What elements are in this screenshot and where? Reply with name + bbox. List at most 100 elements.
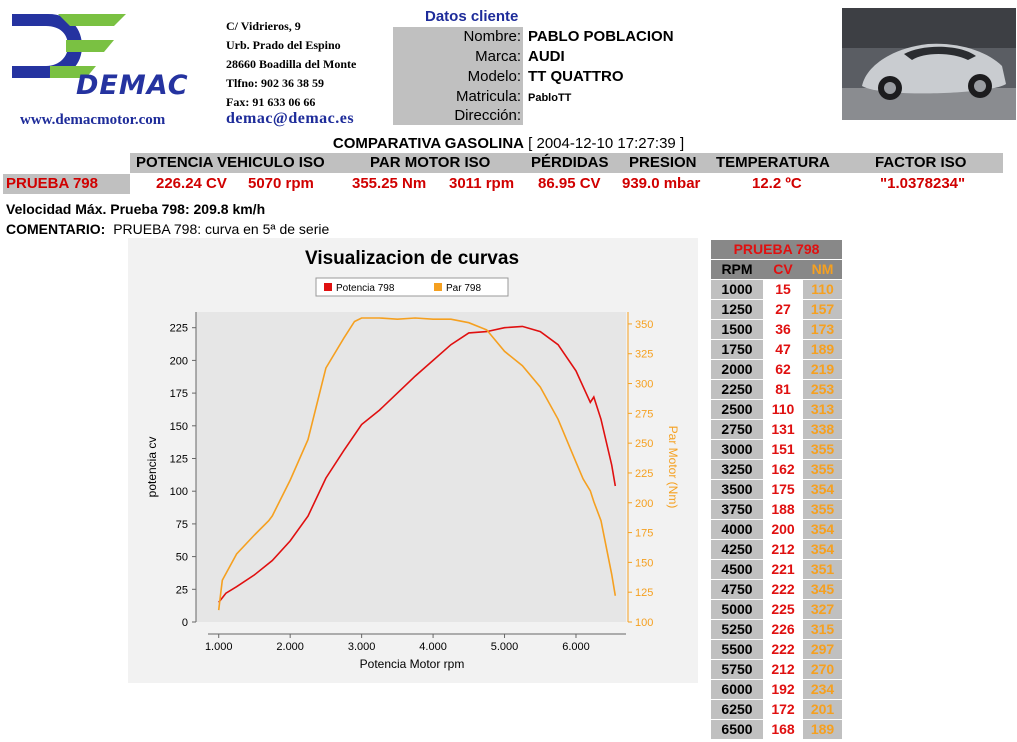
cv-cell: 212: [763, 540, 803, 559]
legend-swatch-torque: [434, 283, 442, 291]
y2-tick-label: 325: [635, 349, 653, 361]
client-plate-value: PabloTT: [528, 92, 572, 104]
rpm-cell: 1750: [711, 340, 763, 359]
nm-cell: 157: [803, 300, 842, 319]
website-link[interactable]: www.demacmotor.com: [20, 112, 166, 128]
client-brand-value: AUDI: [528, 48, 565, 65]
demac-logo-mark: [10, 12, 130, 87]
y-tick-label: 25: [176, 584, 188, 596]
y2-tick-label: 275: [635, 408, 653, 420]
cv-cell: 212: [763, 660, 803, 679]
comparison-title: COMPARATIVA GASOLINA [ 2004-12-10 17:27:…: [0, 135, 1017, 152]
cv-cell: 110: [763, 400, 803, 419]
power-value: 226.24 CV: [156, 175, 227, 192]
rpm-cell: 3750: [711, 500, 763, 519]
header-torque: PAR MOTOR ISO: [370, 154, 491, 171]
x-tick-label: 6.000: [562, 641, 590, 653]
table-row: 5750 212 270: [711, 660, 842, 680]
x-tick-label: 4.000: [419, 641, 447, 653]
curves-chart: Visualizacion de curvas Potencia 798 Par…: [145, 248, 680, 671]
rpm-cell: 6500: [711, 720, 763, 739]
cv-cell: 81: [763, 380, 803, 399]
rpm-cell: 5250: [711, 620, 763, 639]
y2-tick-label: 250: [635, 438, 653, 450]
nm-cell: 338: [803, 420, 842, 439]
power-rpm-value: 5070 rpm: [248, 175, 314, 192]
rpm-cell: 3250: [711, 460, 763, 479]
fax-line: Fax: 91 633 06 66: [226, 95, 316, 109]
cv-cell: 172: [763, 700, 803, 719]
legend-swatch-power: [324, 283, 332, 291]
cv-cell: 151: [763, 440, 803, 459]
x-tick-label: 2.000: [276, 641, 304, 653]
nm-cell: 110: [803, 280, 842, 299]
table-row: 5500 222 297: [711, 640, 842, 660]
table-row: 4000 200 354: [711, 520, 842, 540]
y-tick-label: 175: [170, 388, 188, 400]
rpm-cell: 2750: [711, 420, 763, 439]
rpm-cell: 5500: [711, 640, 763, 659]
client-brand-label: Marca:: [475, 48, 521, 65]
table-row: 1750 47 189: [711, 340, 842, 360]
nm-cell: 354: [803, 520, 842, 539]
table-row: 1000 15 110: [711, 280, 842, 300]
rpm-cell: 4250: [711, 540, 763, 559]
cv-cell: 221: [763, 560, 803, 579]
rpm-cell: 5000: [711, 600, 763, 619]
rpm-cell: 4000: [711, 520, 763, 539]
legend-label-torque: Par 798: [446, 283, 481, 294]
client-address-label: Dirección:: [454, 107, 521, 124]
rpm-cell: 1500: [711, 320, 763, 339]
header-pressure: PRESION: [629, 154, 697, 171]
table-row: 1250 27 157: [711, 300, 842, 320]
comment-line: COMENTARIO: PRUEBA 798: curva en 5ª de s…: [6, 221, 329, 237]
cv-cell: 175: [763, 480, 803, 499]
nm-cell: 189: [803, 340, 842, 359]
table-row: 2250 81 253: [711, 380, 842, 400]
header-losses: PÉRDIDAS: [531, 154, 609, 171]
address-line: 28660 Boadilla del Monte: [226, 57, 357, 71]
email-link[interactable]: demac@demac.es: [226, 110, 355, 127]
x-tick-label: 1.000: [205, 641, 233, 653]
comment-label: COMENTARIO:: [6, 221, 106, 237]
results-header-bar: [130, 153, 1003, 173]
rpm-cell: 4750: [711, 580, 763, 599]
rpm-cell: 1000: [711, 280, 763, 299]
max-speed: Velocidad Máx. Prueba 798: 209.8 km/h: [6, 201, 266, 217]
torque-value: 355.25 Nm: [352, 175, 427, 192]
nm-cell: 327: [803, 600, 842, 619]
cv-cell: 225: [763, 600, 803, 619]
nm-cell: 219: [803, 360, 842, 379]
header-power: POTENCIA VEHICULO ISO: [136, 154, 325, 171]
table-row: 2500 110 313: [711, 400, 842, 420]
column-header-rpm: RPM: [711, 260, 763, 279]
cv-cell: 36: [763, 320, 803, 339]
client-name-value: PABLO POBLACION: [528, 28, 674, 45]
nm-cell: 345: [803, 580, 842, 599]
y2-tick-label: 300: [635, 379, 653, 391]
car-photo: [842, 8, 1016, 120]
table-row: 3000 151 355: [711, 440, 842, 460]
client-section-title: Datos cliente: [425, 8, 519, 25]
losses-value: 86.95 CV: [538, 175, 601, 192]
cv-cell: 131: [763, 420, 803, 439]
temperature-value: 12.2 ºC: [752, 175, 802, 192]
table-row: 2750 131 338: [711, 420, 842, 440]
table-header-row: RPM CV NM: [711, 260, 842, 280]
rpm-cell: 6000: [711, 680, 763, 699]
nm-cell: 351: [803, 560, 842, 579]
nm-cell: 355: [803, 500, 842, 519]
table-row: 4750 222 345: [711, 580, 842, 600]
y2-tick-label: 175: [635, 528, 653, 540]
nm-cell: 355: [803, 460, 842, 479]
iso-factor-value: "1.0378234": [880, 175, 966, 192]
rpm-cell: 6250: [711, 700, 763, 719]
rpm-cell: 2500: [711, 400, 763, 419]
cv-cell: 47: [763, 340, 803, 359]
address-line: C/ Vidrieros, 9: [226, 19, 301, 33]
table-row: 5000 225 327: [711, 600, 842, 620]
cv-cell: 222: [763, 640, 803, 659]
y2-tick-label: 350: [635, 319, 653, 331]
cv-cell: 15: [763, 280, 803, 299]
plot-area: [196, 312, 626, 622]
